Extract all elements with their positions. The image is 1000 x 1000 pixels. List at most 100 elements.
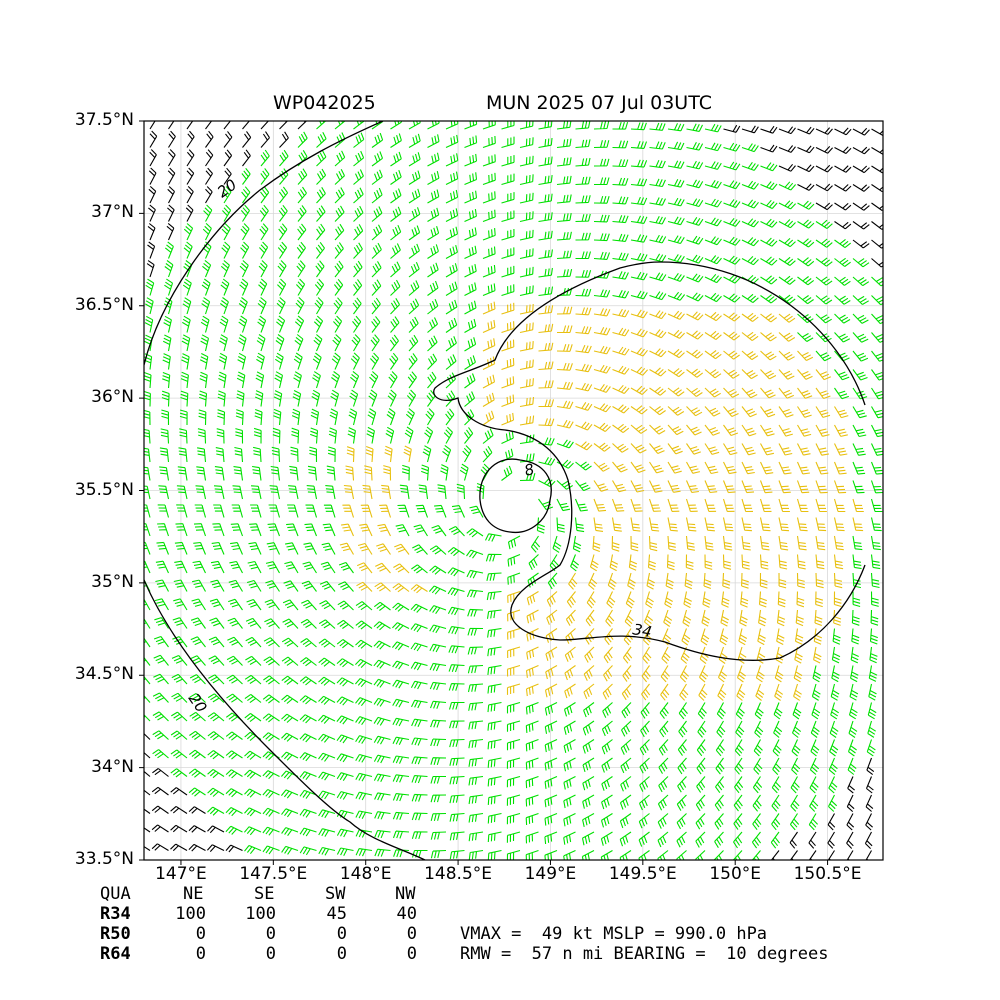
wind-barb: [355, 810, 373, 820]
wind-barb: [506, 701, 521, 714]
wind-barb: [336, 696, 354, 706]
wind-barb: [546, 609, 558, 625]
contour-8: [479, 458, 552, 533]
wind-barb: [312, 352, 322, 370]
wind-barb: [152, 768, 169, 777]
wind-barb: [771, 794, 781, 812]
wind-barb: [695, 794, 706, 812]
wind-barb: [207, 806, 225, 816]
wind-barb: [667, 424, 684, 436]
wind-barb: [556, 439, 574, 449]
wind-barb: [183, 241, 193, 259]
wind-barb: [732, 850, 743, 860]
wind-barb: [320, 561, 336, 574]
wind-barb: [145, 278, 155, 296]
vmax-mslp-line: VMAX = 49 kt MSLP = 990.0 hPa: [460, 924, 768, 944]
wind-barb: [309, 446, 318, 463]
wind-barb: [392, 774, 410, 783]
wind-barb: [440, 464, 449, 481]
wind-barb: [391, 622, 410, 632]
wind-barb: [657, 850, 669, 860]
storm-id-title: WP042025: [273, 92, 376, 114]
wind-barb: [487, 812, 502, 824]
wind-barb: [353, 150, 365, 167]
wind-barb: [319, 580, 336, 592]
wind-barb: [686, 273, 704, 283]
wind-barb: [277, 278, 287, 296]
wind-barb: [667, 254, 685, 263]
wind-barb: [667, 329, 686, 339]
wind-barb: [630, 535, 639, 552]
wind-barb: [575, 401, 593, 411]
wind-barb: [392, 830, 410, 839]
wind-barb: [317, 714, 336, 724]
wind-barb: [228, 598, 243, 611]
wind-barb: [314, 297, 324, 315]
wind-barb: [482, 209, 496, 223]
contour-20-southwest: [144, 579, 426, 860]
wind-barb: [723, 312, 741, 322]
wind-barb: [271, 446, 281, 463]
wind-barb: [316, 205, 326, 222]
wind-barb: [487, 775, 502, 787]
wind-barb: [601, 776, 613, 791]
wind-barb: [501, 210, 515, 223]
wind-barb: [704, 387, 721, 398]
wind-barb: [482, 121, 496, 130]
wind-barb: [480, 463, 490, 481]
wind-barb: [604, 628, 614, 646]
wind-barb: [519, 266, 534, 278]
wind-barb: [538, 193, 553, 204]
wind-barb: [144, 694, 151, 703]
wind-barb: [815, 406, 831, 418]
wind-barb: [630, 498, 643, 512]
wind-barb: [870, 498, 883, 513]
wind-barb: [445, 354, 457, 370]
wind-contours: [144, 121, 866, 860]
wind-barb: [869, 646, 878, 664]
wind-barb: [286, 523, 299, 537]
wind-barb: [695, 831, 706, 848]
wind-barb: [152, 749, 169, 759]
wind-barb: [582, 720, 595, 736]
wind-barb: [355, 848, 373, 857]
wind-barb: [556, 287, 573, 297]
wind-barb: [686, 443, 701, 455]
wind-barb: [260, 168, 270, 185]
wind-barb: [306, 485, 318, 500]
wind-barb: [207, 712, 225, 722]
wind-barb: [299, 808, 317, 818]
longitude-label: 150°E: [709, 864, 762, 884]
wind-barb: [163, 315, 172, 333]
longitude-label: 148°E: [339, 864, 392, 884]
wind-barb: [225, 769, 243, 779]
wind-barb: [487, 627, 502, 638]
wind-barb: [318, 809, 336, 819]
wind-barb: [611, 517, 622, 532]
wind-barb: [771, 776, 782, 794]
wind-barb: [556, 268, 573, 278]
wind-barb: [427, 371, 437, 389]
wind-barb: [464, 300, 477, 315]
wind-barb: [445, 208, 459, 222]
wind-barb: [206, 844, 225, 852]
wind-barb: [667, 461, 682, 474]
wind-barb: [778, 294, 796, 304]
wind-barb: [549, 554, 559, 572]
wind-barb: [226, 674, 243, 685]
wind-barb: [218, 371, 227, 389]
wind-barb: [189, 674, 206, 685]
wind-barb: [290, 446, 299, 463]
wind-barb: [353, 187, 364, 204]
wind-barb: [771, 813, 781, 831]
wind-barb: [721, 591, 730, 608]
wind-barb: [815, 164, 833, 173]
wind-barb: [871, 165, 883, 174]
wind-barb: [620, 757, 632, 774]
wind-barb: [225, 788, 243, 798]
wind-barb: [852, 313, 869, 324]
wind-barb: [305, 504, 318, 518]
wind-barb: [411, 793, 428, 802]
wind-barb: [649, 216, 666, 225]
wind-barb: [427, 280, 439, 296]
